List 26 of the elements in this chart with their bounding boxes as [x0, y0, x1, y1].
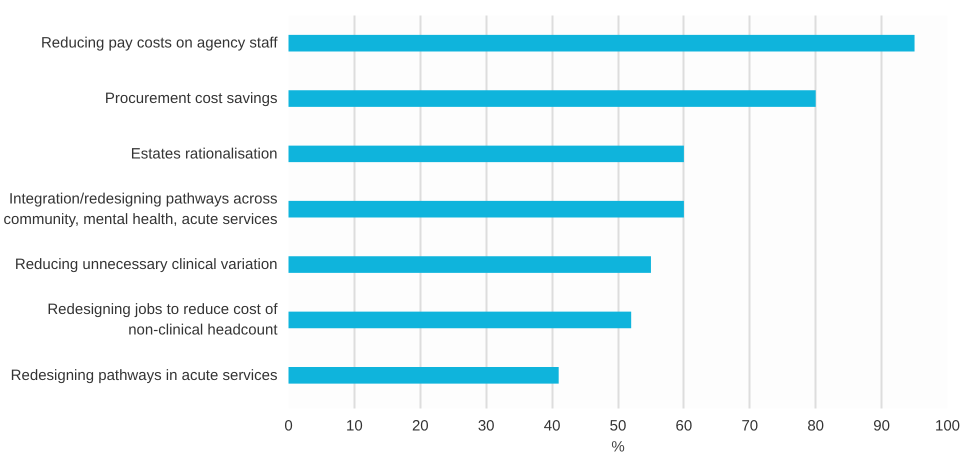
x-axis-title: % [611, 438, 625, 456]
x-tick-label: 30 [478, 418, 495, 434]
bar [288, 366, 559, 384]
y-tick-label: Redesigning pathways in acute services [10, 366, 278, 384]
y-tick-label: Reducing pay costs on agency staff [40, 34, 278, 52]
y-tick-label: Integration/redesigning pathways across community, mental health, acute services [3, 190, 278, 228]
x-tick-label: 50 [610, 418, 626, 434]
y-tick-label: Redesigning jobs to reduce cost of non-clinical headcount [47, 301, 278, 339]
x-tick-label: 0 [284, 418, 293, 434]
x-tick-label: 40 [544, 418, 560, 434]
x-tick-label: 20 [412, 418, 429, 434]
x-tick-label: 10 [346, 418, 363, 434]
bar [288, 34, 915, 52]
bar [288, 90, 816, 107]
bar [288, 146, 684, 162]
y-tick-label: Estates rationalisation [130, 145, 278, 162]
y-tick-label: Reducing unnecessary clinical variation [14, 256, 278, 274]
bar [288, 256, 651, 273]
x-tick-label: 100 [934, 418, 960, 434]
bar [288, 200, 684, 218]
bar [288, 312, 632, 328]
x-tick-label: 80 [807, 418, 824, 434]
x-tick-label: 90 [873, 418, 890, 434]
x-tick-label: 70 [741, 418, 758, 434]
x-tick-label: 60 [676, 418, 692, 434]
y-tick-label: Procurement cost savings [104, 90, 278, 108]
